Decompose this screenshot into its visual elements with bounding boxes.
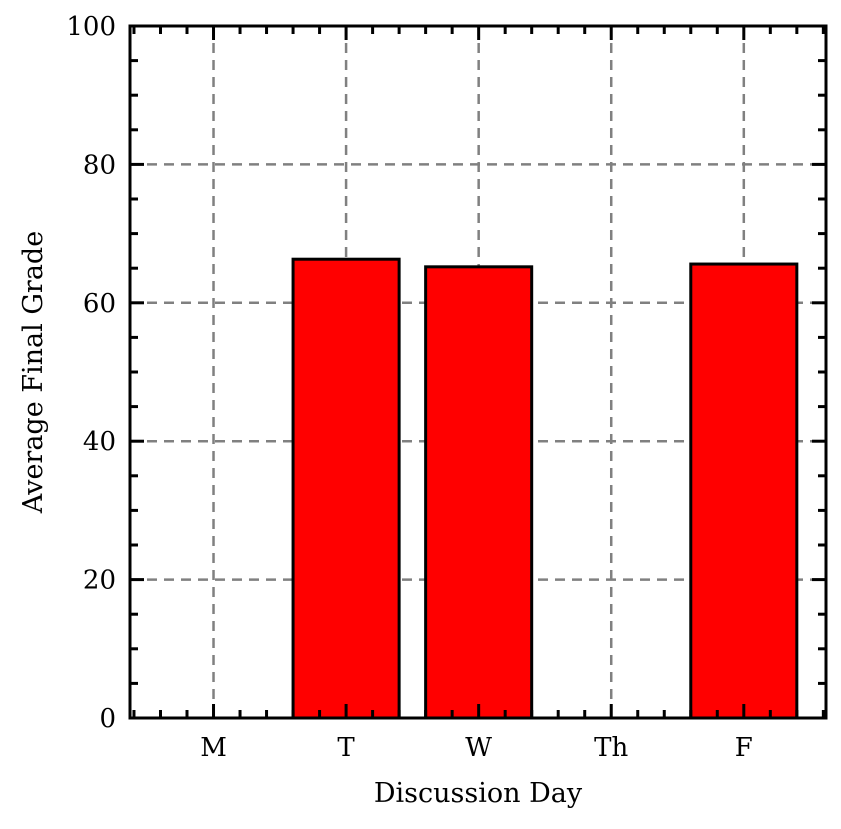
y-tick-label: 100 <box>66 12 116 42</box>
y-tick-label: 20 <box>83 566 116 596</box>
x-tick-label: W <box>465 733 492 763</box>
x-tick-label: F <box>735 733 753 763</box>
label-layer: 0 20 40 60 80 100 M T W Th F <box>66 12 752 763</box>
bar-T <box>291 257 401 720</box>
y-axis-title: Average Final Grade <box>18 231 49 514</box>
x-tick-label: Th <box>594 733 628 763</box>
bar-layer <box>291 257 799 720</box>
y-tick-label: 60 <box>83 289 116 319</box>
bar-W <box>424 265 534 720</box>
bar-F <box>689 262 799 720</box>
x-axis-title: Discussion Day <box>374 778 583 809</box>
y-tick-label: 80 <box>83 150 116 180</box>
y-tick-label: 0 <box>99 704 116 734</box>
x-tick-label: M <box>200 733 227 763</box>
x-tick-label: T <box>337 733 355 763</box>
tick-layer <box>130 24 826 720</box>
y-tick-label: 40 <box>83 427 116 457</box>
